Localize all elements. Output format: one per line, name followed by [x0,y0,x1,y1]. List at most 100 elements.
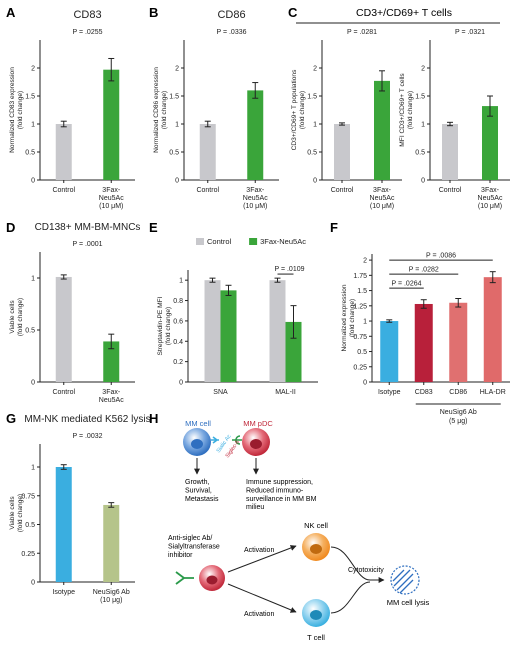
nk-cell-nucleus [310,544,322,554]
y-tick-label: 0.4 [173,339,183,346]
legend-swatch [249,238,258,245]
x-tick-label: NeuSig6 Ab (10 μg) [93,589,130,604]
charts: CD83 0 0.5 1 1.5 2 Normalized CD83 expression(… [9,9,510,604]
y-tick-label: 0.5 [357,349,367,356]
bar [103,504,120,582]
legend-swatch [196,238,204,245]
pdc-label: MM pDC [243,419,273,428]
y-tick-label: 0.5 [25,522,35,529]
x-tick-label: Control [439,187,462,194]
y-tick-label: 1 [31,276,35,283]
panel-letter-c: C [288,5,298,20]
y-tick-label: 0 [179,380,183,387]
y-tick-label: 2 [31,66,35,73]
p-value-label: P = .0086 [426,253,456,260]
y-axis-label: Normalized CD86 expression(fold change) [153,67,168,153]
p-value-label: P = .0264 [391,281,421,288]
y-tick-label: 1 [175,122,179,129]
t-cell-nucleus [310,610,322,620]
bar [285,321,302,382]
panel-c-header: CD3+/CD69+ T cells [356,7,452,19]
y-tick-label: 0.5 [307,150,317,157]
pdc-nucleus [250,439,262,449]
p-value-label: P = .0282 [409,267,439,274]
arrow-cytotoxicity [330,546,385,583]
arrow-activation-t [227,583,297,613]
bar [374,80,390,180]
y-tick-label: 1 [179,278,183,285]
x-tick-label: Isotype [52,589,75,596]
group-label: NeuSig6 Ab (5 μg) [440,409,477,425]
panel-letter-f: F [330,220,338,235]
bar [204,280,221,382]
p-value-label: P = .0109 [274,266,304,273]
bar [55,467,72,582]
y-tick-label: 0 [175,178,179,185]
bar [334,124,350,180]
y-axis-label: Viable cells(fold change) [9,298,24,337]
p-value-label: P = .0255 [72,29,102,36]
bar [199,124,216,180]
p-value-label: P = .0336 [216,29,246,36]
x-tick-label: 3Fax-Neu5Ac (10 μM) [370,187,395,210]
y-tick-label: 0 [31,380,35,387]
y-tick-label: 2 [421,66,425,73]
lysed-mm-cell-icon [390,565,420,595]
x-tick-label: 3Fax-Neu5Ac (10 μM) [99,187,124,210]
p-value-label: P = .0001 [72,241,102,248]
chart-e: 0 0.2 0.4 0.6 0.8 1 Streptavidin-PE MFI(fold c… [157,237,318,396]
y-tick-label: 1 [313,122,317,129]
panel-letter-a: A [6,5,16,20]
chart-title: MM-NK mediated K562 lysis [24,414,150,425]
y-tick-label: 0.75 [21,493,35,500]
chart-title: CD86 [217,9,245,21]
nk-cell-label: NK cell [304,521,328,530]
y-tick-label: 0 [421,178,425,185]
bar [55,276,72,382]
bar [449,302,468,382]
y-axis-label: MFI CD3+/CD69+ T cells(fold change) [399,73,414,147]
y-tick-label: 0.5 [25,328,35,335]
y-tick-label: 0 [31,178,35,185]
bar [482,106,498,180]
mm-cell-nucleus [191,439,203,449]
y-axis-label: Normalized expression(fold change) [341,284,356,351]
x-tick-label: Isotype [378,389,401,396]
chart-d: CD138+ MM-BM-MNCs 0 0.5 1 Viable cells(fold … [9,222,140,404]
y-tick-label: 0.25 [21,551,35,558]
chart-title: CD138+ MM-BM-MNCs [35,222,141,233]
bar [247,90,264,180]
chart-c2: 0 0.5 1 1.5 2 MFI CD3+/CD69+ T cells(fold cha… [399,29,510,210]
x-tick-label: Control [52,389,75,396]
p-value-label: P = .0032 [72,433,102,440]
y-tick-label: 1.5 [415,94,425,101]
y-tick-label: 0.2 [173,359,183,366]
y-tick-label: 0 [313,178,317,185]
bar [103,69,120,180]
panel-letter-b: B [149,5,158,20]
arrow-cytotoxicity-t [330,581,371,614]
arrow-activation-nk [227,545,297,573]
y-tick-label: 1.75 [353,273,367,280]
x-tick-label: 3Fax-Neu5Ac (10 μM) [243,187,268,210]
y-tick-label: 0.5 [25,150,35,157]
y-tick-label: 2 [313,66,317,73]
bar [414,303,433,382]
y-tick-label: 2 [363,258,367,265]
y-tick-label: 1.5 [169,94,179,101]
legend-label: Control [207,237,232,246]
y-axis-label: CD3+/CD69+ T populations(fold change) [291,69,306,150]
chart-a: CD83 0 0.5 1 1.5 2 Normalized CD83 expression(… [9,9,135,210]
y-tick-label: 1 [363,319,367,326]
inhibitor-text: Anti-siglec Ab/Sialyltransferase inhibito… [168,535,220,559]
y-tick-label: 1 [31,465,35,472]
x-tick-label: CD83 [415,389,433,396]
bar [103,341,120,382]
y-tick-label: 1 [421,122,425,129]
bar [442,124,458,180]
p-value-label: P = .0321 [455,29,485,36]
y-tick-label: 0.5 [415,150,425,157]
y-tick-label: 0.75 [353,334,367,341]
x-tick-label: Control [52,187,75,194]
